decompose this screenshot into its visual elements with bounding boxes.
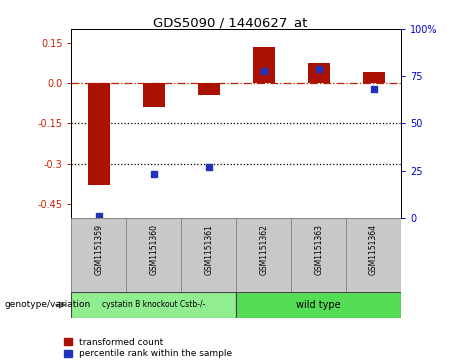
Text: wild type: wild type: [296, 300, 341, 310]
Point: [95, 213, 103, 219]
Bar: [143, 83, 165, 107]
Bar: [88, 83, 110, 185]
Text: GDS5090 / 1440627_at: GDS5090 / 1440627_at: [154, 16, 307, 29]
Text: GSM1151359: GSM1151359: [95, 224, 103, 275]
Bar: [363, 72, 384, 83]
FancyBboxPatch shape: [71, 218, 126, 292]
Text: GSM1151364: GSM1151364: [369, 224, 378, 275]
Text: GSM1151362: GSM1151362: [259, 224, 268, 275]
Point: [315, 66, 322, 72]
Text: GSM1151360: GSM1151360: [149, 224, 159, 275]
FancyBboxPatch shape: [126, 218, 181, 292]
Bar: [253, 46, 275, 83]
Bar: [198, 83, 220, 95]
Text: GSM1151361: GSM1151361: [204, 224, 213, 275]
FancyBboxPatch shape: [71, 292, 236, 318]
Text: cystatin B knockout Cstb-/-: cystatin B knockout Cstb-/-: [102, 301, 206, 309]
Legend: transformed count, percentile rank within the sample: transformed count, percentile rank withi…: [65, 338, 232, 359]
Point: [205, 164, 213, 170]
FancyBboxPatch shape: [346, 218, 401, 292]
FancyBboxPatch shape: [291, 218, 346, 292]
FancyBboxPatch shape: [236, 218, 291, 292]
FancyBboxPatch shape: [236, 292, 401, 318]
Text: GSM1151363: GSM1151363: [314, 224, 323, 275]
Point: [150, 171, 158, 177]
FancyBboxPatch shape: [181, 218, 236, 292]
Bar: [307, 63, 330, 83]
Point: [370, 86, 377, 92]
Text: genotype/variation: genotype/variation: [5, 301, 91, 309]
Point: [260, 68, 267, 73]
